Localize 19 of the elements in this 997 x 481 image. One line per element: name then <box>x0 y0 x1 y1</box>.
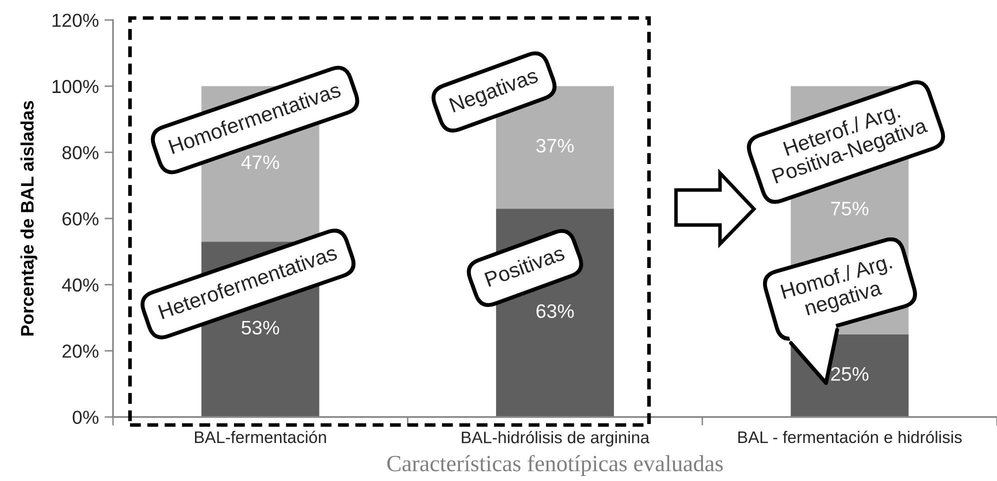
data-label: 25% <box>831 367 868 381</box>
data-label: 75% <box>831 202 868 216</box>
y-axis-title: Porcentaje de BAL aisladas <box>20 100 38 336</box>
annotation: Homof./ Arg. negativa <box>780 253 894 320</box>
y-tick-label: 20% <box>62 344 98 358</box>
x-tick-label: BAL - fermentación e hidrólisis <box>738 430 962 444</box>
y-tick-label: 100% <box>52 80 98 94</box>
data-label: 37% <box>536 138 574 153</box>
y-tick-label: 0% <box>72 410 98 424</box>
data-label: 53% <box>242 320 280 335</box>
data-label: 47% <box>241 155 280 170</box>
x-axis-title: Características fenotípicas evaluadas <box>387 454 723 476</box>
x-tick-label: BAL-fermentación <box>195 430 326 444</box>
y-tick-label: 80% <box>62 146 98 160</box>
y-tick-label: 40% <box>62 278 98 292</box>
y-tick-label: 120% <box>52 14 98 27</box>
x-tick-label: BAL-hidrólisis de arginina <box>462 430 650 447</box>
y-tick-label: 60% <box>62 212 98 226</box>
data-label: 63% <box>536 304 574 318</box>
